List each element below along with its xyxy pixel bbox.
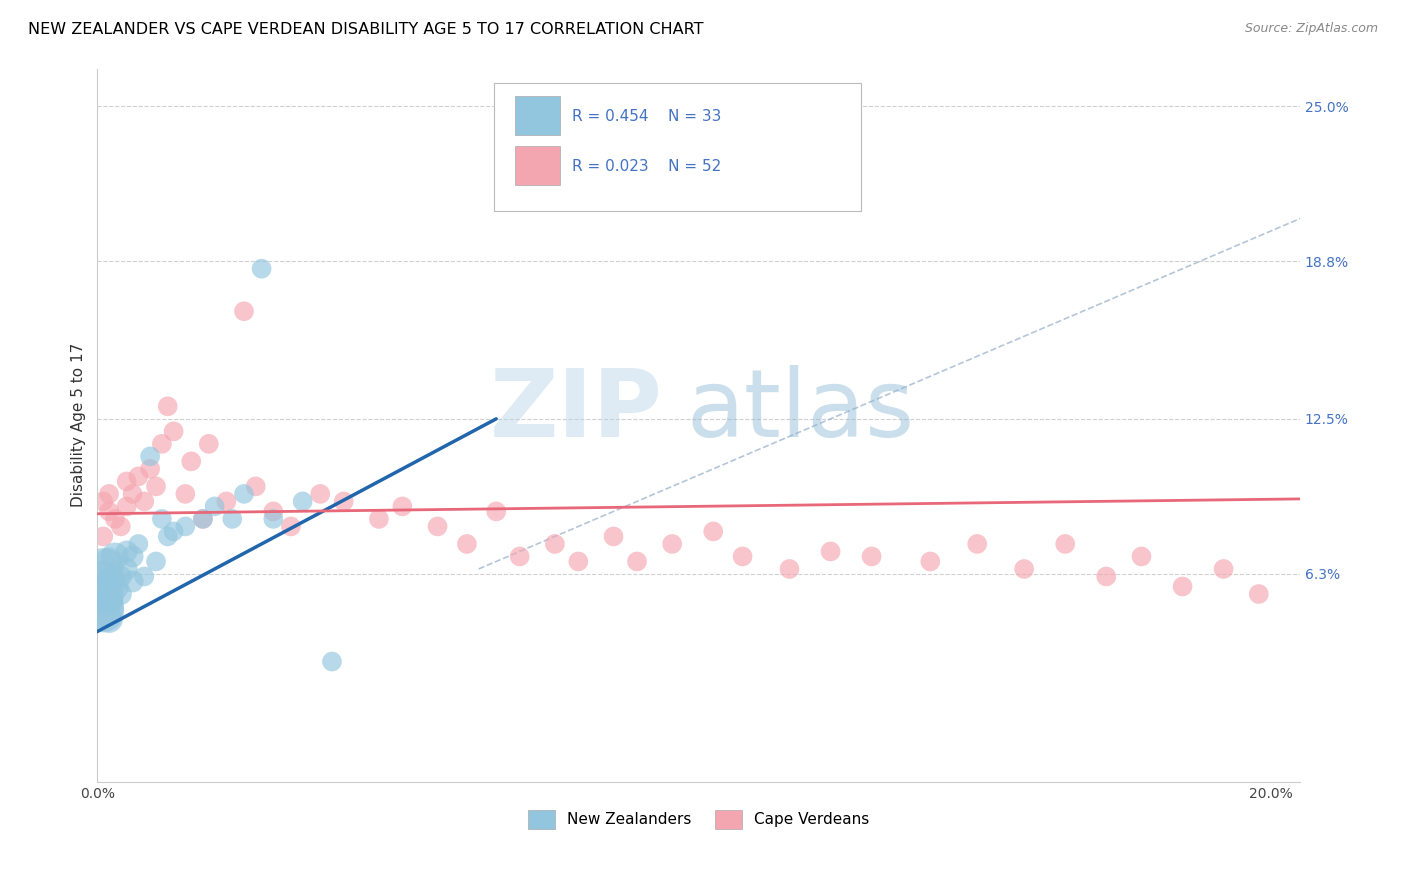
Point bbox=[567, 554, 589, 568]
Point bbox=[127, 537, 149, 551]
Point bbox=[115, 544, 138, 558]
Point bbox=[104, 579, 127, 593]
Point bbox=[150, 437, 173, 451]
FancyBboxPatch shape bbox=[515, 145, 561, 185]
Text: Source: ZipAtlas.com: Source: ZipAtlas.com bbox=[1244, 22, 1378, 36]
Point bbox=[91, 562, 114, 576]
Point bbox=[174, 519, 197, 533]
Point bbox=[966, 537, 988, 551]
Point bbox=[191, 512, 214, 526]
Point bbox=[115, 500, 138, 514]
Point bbox=[215, 494, 238, 508]
Point bbox=[626, 554, 648, 568]
Point bbox=[98, 554, 121, 568]
Point bbox=[139, 462, 162, 476]
Point bbox=[860, 549, 883, 564]
Point bbox=[110, 587, 132, 601]
Point bbox=[156, 529, 179, 543]
Point bbox=[110, 519, 132, 533]
Point bbox=[456, 537, 478, 551]
Point bbox=[1130, 549, 1153, 564]
Point bbox=[779, 562, 801, 576]
Point bbox=[820, 544, 842, 558]
Point bbox=[174, 487, 197, 501]
Point bbox=[1247, 587, 1270, 601]
Point bbox=[139, 450, 162, 464]
Point bbox=[332, 494, 354, 508]
Point bbox=[321, 655, 343, 669]
Text: R = 0.023    N = 52: R = 0.023 N = 52 bbox=[572, 159, 721, 174]
Point bbox=[233, 487, 256, 501]
FancyBboxPatch shape bbox=[494, 83, 860, 211]
Text: atlas: atlas bbox=[686, 365, 915, 457]
Point bbox=[127, 469, 149, 483]
Point bbox=[702, 524, 724, 539]
Text: NEW ZEALANDER VS CAPE VERDEAN DISABILITY AGE 5 TO 17 CORRELATION CHART: NEW ZEALANDER VS CAPE VERDEAN DISABILITY… bbox=[28, 22, 703, 37]
Point bbox=[134, 569, 156, 583]
Point bbox=[509, 549, 531, 564]
Point bbox=[1212, 562, 1234, 576]
Point bbox=[121, 487, 143, 501]
Point bbox=[104, 512, 127, 526]
Point bbox=[280, 519, 302, 533]
Point bbox=[110, 569, 132, 583]
Point bbox=[180, 454, 202, 468]
Point bbox=[245, 479, 267, 493]
Point bbox=[198, 437, 221, 451]
Text: ZIP: ZIP bbox=[489, 365, 662, 457]
Point bbox=[391, 500, 413, 514]
FancyBboxPatch shape bbox=[515, 95, 561, 135]
Point bbox=[91, 605, 114, 619]
Point bbox=[250, 261, 273, 276]
Point bbox=[150, 512, 173, 526]
Point bbox=[145, 479, 167, 493]
Point bbox=[98, 487, 121, 501]
Point bbox=[1054, 537, 1077, 551]
Legend: New Zealanders, Cape Verdeans: New Zealanders, Cape Verdeans bbox=[522, 804, 876, 835]
Text: R = 0.454    N = 33: R = 0.454 N = 33 bbox=[572, 109, 721, 124]
Point bbox=[134, 494, 156, 508]
Point bbox=[233, 304, 256, 318]
Point bbox=[156, 400, 179, 414]
Point bbox=[91, 587, 114, 601]
Point bbox=[291, 494, 314, 508]
Point bbox=[191, 512, 214, 526]
Point bbox=[91, 599, 114, 614]
Point bbox=[221, 512, 243, 526]
Point bbox=[115, 562, 138, 576]
Y-axis label: Disability Age 5 to 17: Disability Age 5 to 17 bbox=[72, 343, 86, 508]
Point bbox=[661, 537, 683, 551]
Point bbox=[91, 529, 114, 543]
Point bbox=[262, 504, 284, 518]
Point bbox=[98, 612, 121, 626]
Point bbox=[98, 594, 121, 608]
Point bbox=[309, 487, 332, 501]
Point bbox=[204, 500, 226, 514]
Point bbox=[920, 554, 942, 568]
Point bbox=[1095, 569, 1118, 583]
Point bbox=[145, 554, 167, 568]
Point bbox=[98, 504, 121, 518]
Point bbox=[91, 574, 114, 589]
Point bbox=[367, 512, 389, 526]
Point bbox=[1171, 579, 1194, 593]
Point bbox=[426, 519, 449, 533]
Point bbox=[121, 574, 143, 589]
Point bbox=[115, 475, 138, 489]
Point bbox=[602, 529, 624, 543]
Point bbox=[162, 425, 184, 439]
Point bbox=[91, 494, 114, 508]
Point bbox=[162, 524, 184, 539]
Point bbox=[731, 549, 754, 564]
Point bbox=[262, 512, 284, 526]
Point bbox=[544, 537, 567, 551]
Point bbox=[485, 504, 508, 518]
Point bbox=[1012, 562, 1035, 576]
Point bbox=[121, 549, 143, 564]
Point bbox=[104, 549, 127, 564]
Point bbox=[98, 574, 121, 589]
